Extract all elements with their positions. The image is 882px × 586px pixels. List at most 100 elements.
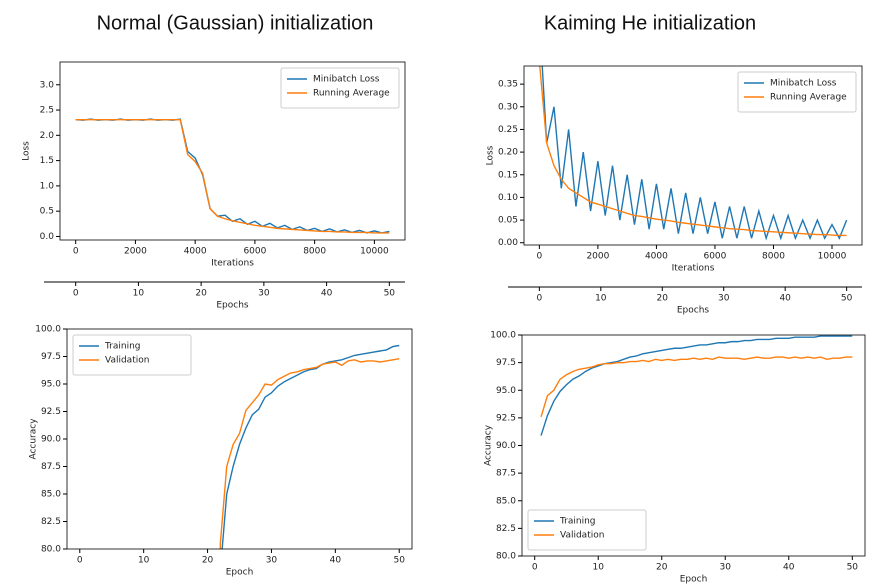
y-tick-label: 80.0	[496, 552, 516, 562]
series-line	[541, 66, 848, 241]
x-tick-label: 10	[592, 563, 604, 573]
y-tick-label: 0.35	[498, 80, 518, 90]
y-tick-label: 85.0	[496, 496, 516, 506]
x2-tick-label: 30	[258, 289, 270, 299]
y-tick-label: 100.0	[35, 325, 61, 335]
y-axis-label: Loss	[486, 145, 496, 165]
y-tick-label: 0.30	[498, 102, 518, 112]
chart: 0.0 0.5 1.0 1.5 2.0 2.5 3.0 0 2000 4000 6000 8000 10…	[22, 61, 406, 311]
x2-axis-label: Epochs	[216, 301, 249, 311]
x-tick-label: 0	[77, 556, 83, 566]
plot-area	[219, 344, 400, 549]
y-tick-label: 85.0	[41, 490, 61, 500]
x-tick-label: 20	[656, 563, 668, 573]
x-tick-label: 8000	[762, 252, 785, 262]
y-tick-label: 95.0	[41, 380, 61, 390]
x-axis-label: Epoch	[680, 575, 708, 585]
legend: Training Validation	[527, 509, 647, 551]
legend-box	[72, 334, 192, 376]
x-axis-label: Epoch	[226, 568, 254, 578]
series-line	[540, 335, 853, 436]
axes-frame	[523, 65, 863, 246]
y-tick-label: 97.5	[496, 358, 516, 368]
legend-label: Validation	[560, 531, 604, 541]
x2-tick-label: 50	[384, 289, 396, 299]
legend: Minibatch Loss Running Average	[737, 71, 857, 113]
x-tick-label: 50	[847, 563, 859, 573]
y-tick-label: 87.5	[41, 462, 61, 472]
y-tick-label: 1.0	[40, 181, 55, 191]
y-tick-label: 2.5	[40, 106, 54, 116]
x-tick-label: 4000	[184, 247, 207, 257]
x-tick-label: 0	[536, 252, 542, 262]
y-axis-label: Accuracy	[29, 418, 39, 460]
x-tick-label: 20	[202, 556, 214, 566]
x-tick-label: 0	[532, 563, 538, 573]
x2-tick-label: 10	[133, 289, 145, 299]
axes-frame	[59, 61, 406, 241]
x2-tick-label: 0	[73, 289, 79, 299]
y-tick-label: 92.5	[41, 407, 61, 417]
x2-tick-label: 20	[195, 289, 207, 299]
y-tick-label: 0.20	[498, 148, 518, 158]
y-tick-label: 80.0	[41, 545, 61, 555]
x2-axis-label: Epochs	[677, 306, 710, 316]
x-tick-label: 30	[266, 556, 278, 566]
x-axis-label: Iterations	[211, 259, 254, 269]
legend: Training Validation	[72, 334, 192, 376]
x2-tick-label: 0	[536, 294, 542, 304]
column-title: Normal (Gaussian) initialization	[97, 12, 374, 34]
legend-label: Minibatch Loss	[313, 75, 380, 85]
y-tick-label: 0.25	[498, 125, 518, 135]
y-tick-label: 92.5	[496, 413, 516, 423]
legend-label: Training	[104, 342, 141, 352]
x2-tick-label: 10	[595, 294, 607, 304]
legend: Minibatch Loss Running Average	[280, 67, 400, 109]
legend-box	[737, 71, 857, 113]
x-tick-label: 40	[330, 556, 342, 566]
series-line	[75, 118, 390, 234]
plot-area	[540, 335, 853, 436]
legend-label: Running Average	[770, 93, 847, 103]
y-tick-label: 0.05	[498, 216, 518, 226]
legend-label: Validation	[105, 356, 149, 366]
series-line	[540, 356, 853, 417]
legend-label: Training	[559, 517, 596, 527]
legend-box	[280, 67, 400, 109]
y-tick-label: 82.5	[41, 517, 61, 527]
column-title: Kaiming He initialization	[544, 12, 756, 34]
y-tick-label: 100.0	[490, 331, 516, 341]
legend-label: Running Average	[313, 89, 390, 99]
axes-frame	[66, 328, 413, 550]
legend-label: Minibatch Loss	[770, 79, 837, 89]
x-tick-label: 6000	[703, 252, 726, 262]
y-tick-label: 82.5	[496, 524, 516, 534]
y-tick-label: 97.5	[41, 352, 61, 362]
series-line	[539, 66, 847, 237]
series-line	[221, 344, 400, 549]
y-tick-label: 1.5	[40, 156, 54, 166]
x-tick-label: 40	[783, 563, 795, 573]
y-tick-label: 0.00	[498, 238, 518, 248]
series-line	[75, 118, 390, 234]
y-tick-label: 87.5	[496, 469, 516, 479]
x-tick-label: 10000	[818, 252, 847, 262]
series-line	[219, 358, 400, 549]
y-tick-label: 2.0	[40, 131, 55, 141]
y-tick-label: 0.5	[40, 207, 54, 217]
y-tick-label: 0.0	[40, 232, 55, 242]
y-tick-label: 90.0	[496, 441, 516, 451]
y-tick-label: 90.0	[41, 435, 61, 445]
x-tick-label: 10000	[360, 247, 389, 257]
chart: 80.0 82.5 85.0 87.5 90.0 92.5 95.0 97.5 100.0 0 10…	[29, 325, 413, 578]
chart: 80.0 82.5 85.0 87.5 90.0 92.5 95.0 97.5 100.0 0 10…	[484, 331, 866, 585]
y-tick-label: 95.0	[496, 386, 516, 396]
x2-tick-label: 30	[718, 294, 730, 304]
x-tick-label: 30	[720, 563, 732, 573]
x2-tick-label: 20	[657, 294, 669, 304]
x-axis-label: Iterations	[672, 264, 715, 274]
x-tick-label: 2000	[124, 247, 147, 257]
x2-tick-label: 40	[321, 289, 333, 299]
x-tick-label: 4000	[645, 252, 668, 262]
